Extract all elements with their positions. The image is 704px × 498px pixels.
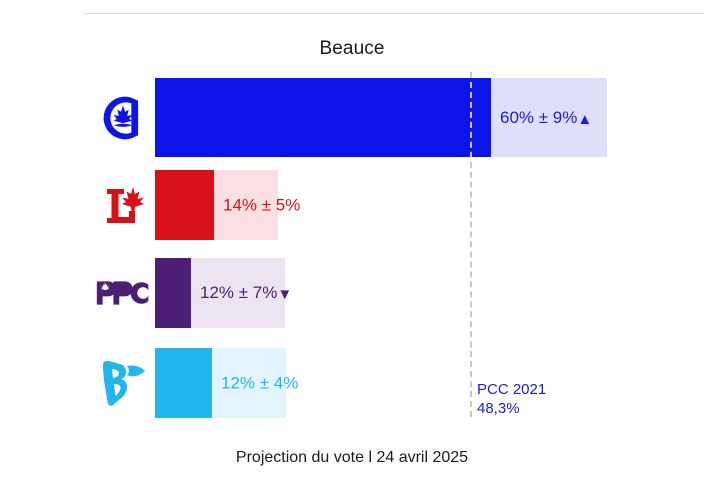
- page-title: Beauce: [319, 38, 385, 59]
- reference-label-line2: 48,3%: [477, 399, 520, 417]
- bar-value-label-ppc: 12% ± 7%▼: [200, 284, 292, 302]
- bar-fill-plc: [155, 170, 214, 240]
- bar-fill-bq: [155, 348, 212, 418]
- top-divider: [85, 13, 704, 14]
- trend-down-icon: ▼: [277, 286, 293, 303]
- footer-note: Projection du vote l 24 avril 2025: [235, 449, 469, 466]
- bar-fill-pcc: [155, 78, 491, 157]
- conservative-party-logo: [95, 78, 151, 157]
- bar-track-pcc: 60% ± 9%▲: [155, 78, 607, 157]
- bar-row-ppc: 12% ± 7%▼: [0, 258, 704, 328]
- ppc-party-logo: [95, 258, 151, 328]
- bar-value-text-plc: 14% ± 5%: [223, 195, 301, 215]
- reference-label-line1: PCC 2021: [477, 381, 547, 398]
- bar-track-bq: 12% ± 4%: [155, 348, 298, 418]
- reference-line: [470, 72, 472, 417]
- bar-track-ppc: 12% ± 7%▼: [155, 258, 292, 328]
- bar-track-plc: 14% ± 5%: [155, 170, 300, 240]
- bloc-quebecois-logo: [95, 348, 151, 418]
- reference-line-label: PCC 2021 48,3%: [477, 381, 546, 419]
- bar-row-bq: 12% ± 4%: [0, 348, 704, 418]
- bar-row-pcc: 60% ± 9%▲: [0, 78, 704, 157]
- bar-value-label-pcc: 60% ± 9%▲: [500, 109, 592, 127]
- bar-value-text-pcc: 60% ± 9%: [500, 107, 578, 127]
- bar-value-text-ppc: 12% ± 7%: [200, 283, 278, 302]
- trend-up-icon: ▲: [577, 110, 593, 128]
- bar-row-plc: 14% ± 5%: [0, 170, 704, 240]
- bar-value-label-bq: 12% ± 4%: [221, 375, 298, 392]
- bar-value-text-bq: 12% ± 4%: [221, 373, 299, 393]
- liberal-party-logo: [95, 170, 151, 240]
- bar-value-label-plc: 14% ± 5%: [223, 197, 300, 214]
- bar-fill-ppc: [155, 258, 191, 328]
